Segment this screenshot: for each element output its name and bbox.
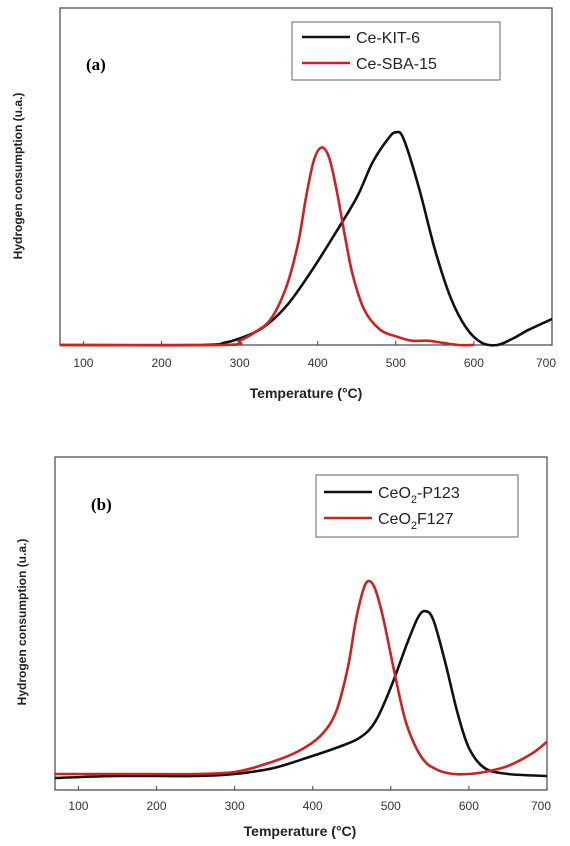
x-tick-label-200: 200: [147, 799, 167, 813]
x-axis-title: Temperature (°C): [244, 823, 357, 839]
series-layer: [59, 130, 553, 347]
legend-label-ce-kit-6: Ce-KIT-6: [356, 30, 420, 47]
x-tick-label-600: 600: [464, 356, 484, 370]
x-tick-label-300: 300: [230, 356, 250, 370]
plot-frame: [54, 456, 548, 791]
x-tick-label-500: 500: [386, 356, 406, 370]
chart-panel-a: (a) 100 200 300 400 500 600 700 Ce-KIT-6 Ce-SB…: [11, 7, 556, 401]
legend-label-ceo2-f127: CeO2F127: [378, 511, 454, 532]
x-axis: 100 200 300 400 500 600 700: [73, 341, 556, 370]
legend-box: [315, 474, 519, 538]
series-line-ce-kit-6: [59, 130, 553, 347]
series-line-ce-sba-15: [59, 146, 474, 347]
series-line-ceo2-p123: [54, 609, 548, 780]
plot-frame: [59, 7, 553, 346]
chart-panel-b: (b) 100 200 300 400 500 600 700 CeO2-P123 CeO2…: [15, 456, 551, 839]
panel-label: (a): [86, 55, 106, 74]
legend: Ce-KIT-6 Ce-SBA-15: [291, 21, 501, 81]
legend-label-ceo2-p123: CeO2-P123: [378, 485, 460, 506]
legend-box: [291, 21, 501, 81]
panel-label: (b): [91, 495, 112, 514]
x-tick-label-500: 500: [381, 799, 401, 813]
x-axis: 100 200 300 400 500 600 700: [68, 786, 551, 813]
x-tick-label-700: 700: [536, 356, 556, 370]
y-axis-title: Hydrogen consumption (u.a.): [15, 539, 29, 706]
x-tick-label-400: 400: [308, 356, 328, 370]
legend: CeO2-P123 CeO2F127: [315, 474, 519, 538]
x-tick-label-600: 600: [459, 799, 479, 813]
y-axis-title: Hydrogen consumption (u.a.): [11, 93, 25, 260]
x-tick-label-100: 100: [73, 356, 93, 370]
legend-label-ce-sba-15: Ce-SBA-15: [356, 56, 437, 73]
series-layer: [54, 579, 548, 780]
x-axis-title: Temperature (°C): [250, 385, 363, 401]
x-tick-label-700: 700: [531, 799, 551, 813]
x-tick-label-100: 100: [68, 799, 88, 813]
x-tick-label-400: 400: [303, 799, 323, 813]
x-tick-label-200: 200: [152, 356, 172, 370]
series-line-ceo2f127: [54, 579, 548, 776]
x-tick-label-300: 300: [225, 799, 245, 813]
